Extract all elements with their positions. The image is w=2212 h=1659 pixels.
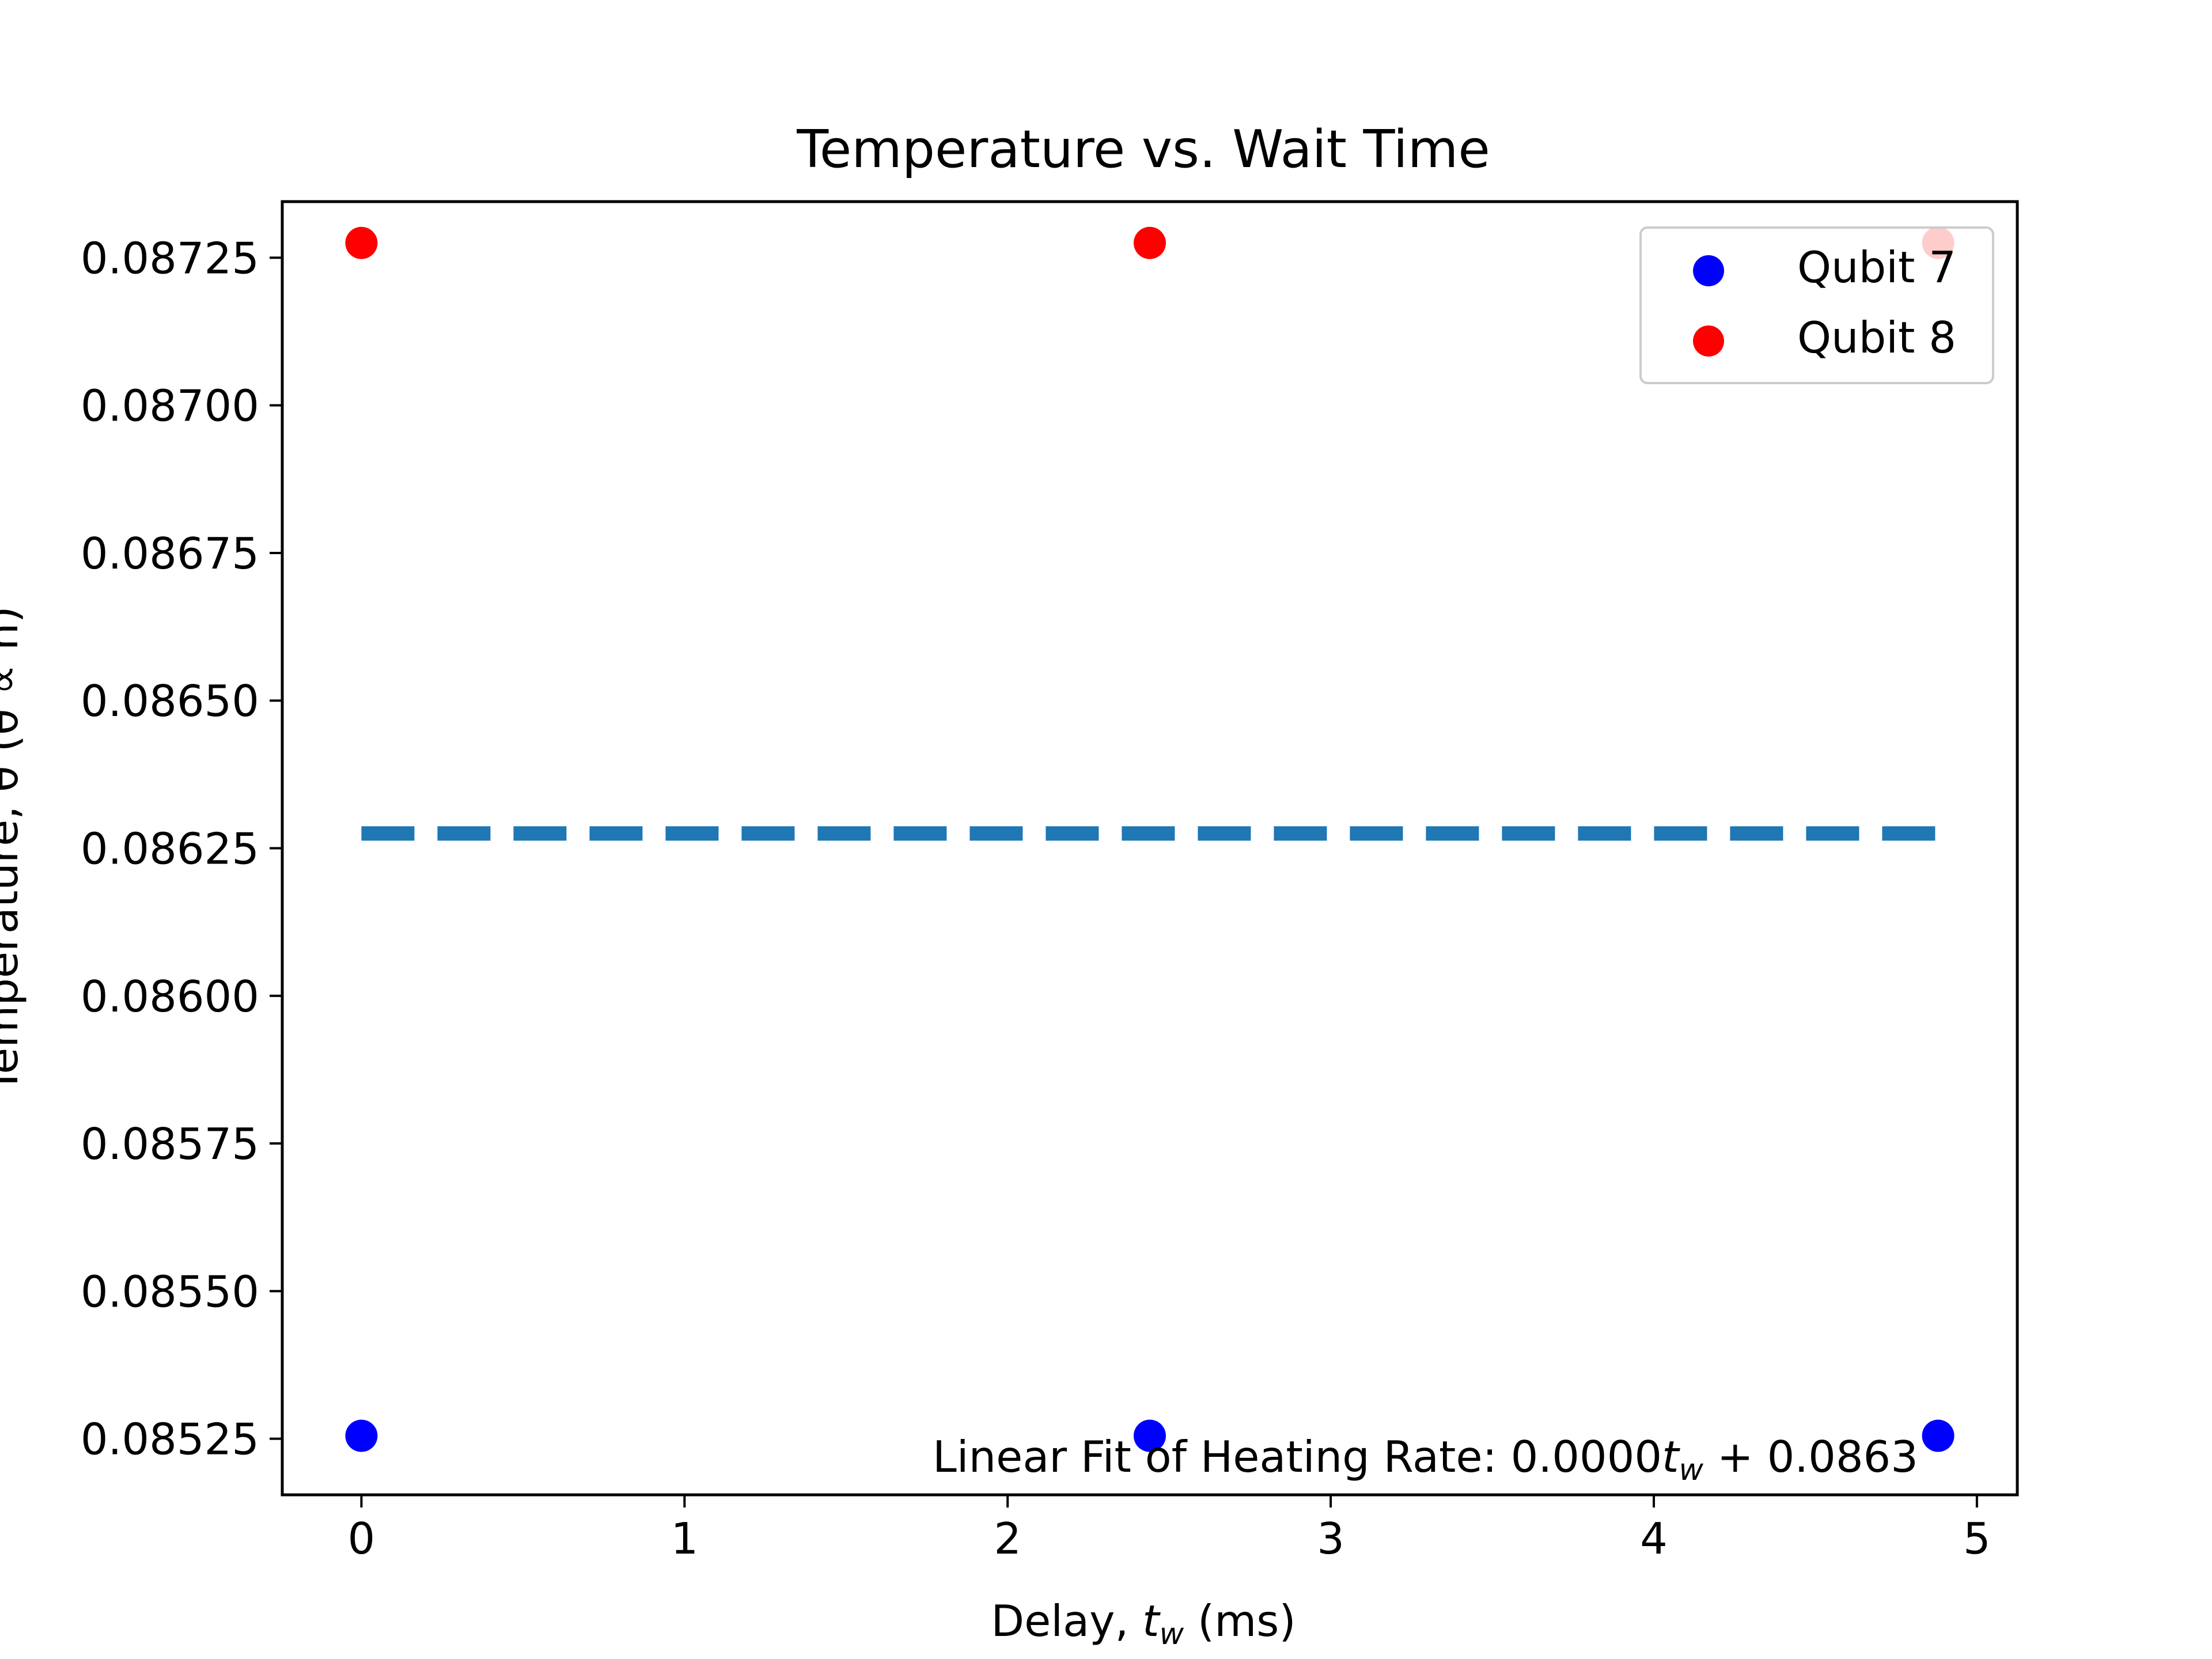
x-tick-label: 3 xyxy=(1317,1513,1344,1564)
fit-annotation-sub: w xyxy=(1679,1453,1704,1487)
x-tick-label: 0 xyxy=(348,1513,376,1564)
y-tick-label: 0.08700 xyxy=(81,381,259,431)
y-ticks: 0.08525 0.08550 0.08575 0.08600 0.08625 0.086… xyxy=(81,233,282,1465)
y-tick-label: 0.08575 xyxy=(81,1119,259,1169)
legend: Qubit 7 Qubit 8 xyxy=(1639,226,1994,384)
legend-marker-qubit-7 xyxy=(1693,255,1724,286)
point-qubit-8 xyxy=(345,226,378,259)
y-tick-label: 0.08725 xyxy=(81,233,259,283)
x-tick-label: 5 xyxy=(1963,1513,1991,1564)
y-tick-label: 0.08600 xyxy=(81,971,259,1022)
x-ticks: 0 1 2 3 4 5 xyxy=(348,1495,1991,1564)
x-tick-label: 2 xyxy=(994,1513,1021,1564)
x-axis-label-sub: w xyxy=(1160,1617,1184,1652)
point-qubit-7 xyxy=(1922,1419,1955,1452)
legend-frame xyxy=(1639,226,1994,384)
legend-label-qubit-7: Qubit 7 xyxy=(1797,242,1956,293)
legend-marker-qubit-8 xyxy=(1693,325,1724,357)
axes-frame xyxy=(281,200,2019,1497)
x-axis-label-var: t xyxy=(1142,1596,1161,1646)
fit-annotation-var: t xyxy=(1662,1431,1680,1482)
y-axis-label: Temperature, θ (θ ∝ n) xyxy=(0,606,28,1094)
fit-annotation-suffix: + 0.0863 xyxy=(1703,1431,1918,1482)
y-tick-label: 0.08675 xyxy=(81,528,259,579)
fit-annotation-prefix: Linear Fit of Heating Rate: 0.0000 xyxy=(933,1431,1662,1482)
x-tick-label: 1 xyxy=(671,1513,698,1564)
x-axis-label-suffix: (ms) xyxy=(1184,1596,1296,1646)
x-axis-label: Delay, tw (ms) xyxy=(991,1596,1296,1652)
chart-title: Temperature vs. Wait Time xyxy=(796,119,1490,180)
y-tick-label: 0.08625 xyxy=(81,824,259,874)
point-qubit-8 xyxy=(1134,226,1166,259)
fit-annotation: Linear Fit of Heating Rate: 0.0000tw + 0… xyxy=(933,1431,1918,1487)
y-tick-label: 0.08550 xyxy=(81,1266,259,1317)
point-qubit-7 xyxy=(345,1419,378,1452)
y-tick-label: 0.08650 xyxy=(81,676,259,726)
y-tick-label: 0.08525 xyxy=(81,1414,259,1465)
x-tick-label: 4 xyxy=(1640,1513,1668,1564)
legend-label-qubit-8: Qubit 8 xyxy=(1797,312,1956,363)
point-qubit-7 xyxy=(1134,1419,1166,1452)
x-axis-label-prefix: Delay, xyxy=(991,1596,1142,1646)
